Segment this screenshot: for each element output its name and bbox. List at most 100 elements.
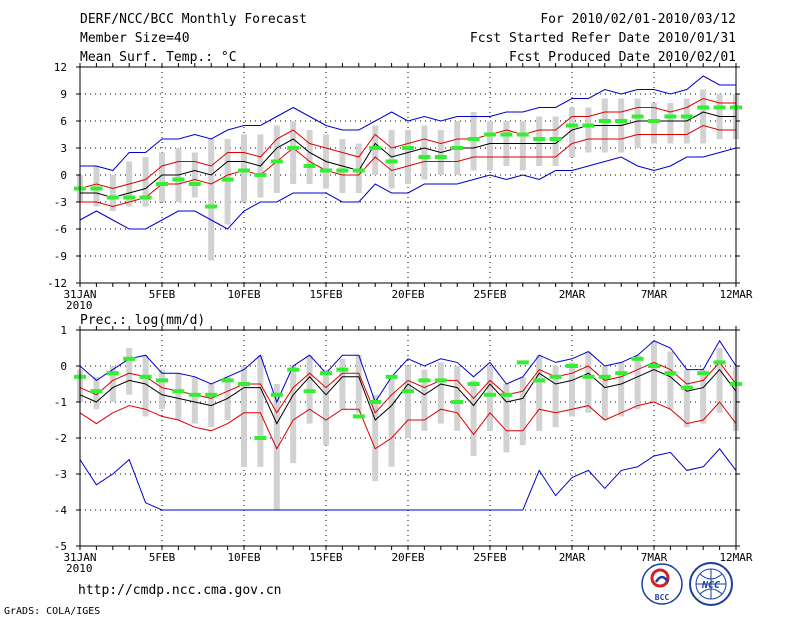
temp-range-bar — [273, 125, 280, 193]
prec-range-bar — [159, 369, 165, 410]
temp-ensemble-dash — [385, 159, 398, 164]
prec-ensemble-dash — [697, 371, 710, 376]
temp-range-bar — [487, 121, 493, 171]
temp-range-bar — [519, 121, 526, 171]
prec-ensemble-dash — [418, 378, 431, 383]
temp-ensemble-dash — [533, 137, 546, 141]
prec-ensemble-dash — [631, 356, 644, 361]
prec-ensemble-dash — [648, 364, 660, 368]
temp-ensemble-dash — [320, 168, 332, 173]
prec-range-bar — [634, 355, 641, 410]
temp-ensemble-dash — [484, 132, 496, 137]
temperature-panel: -12 -9 -6 -3 0 3 6 9 12 31JAN 5FEB 10FEB 15FEB 20FEB 2… — [47, 61, 753, 312]
prec-ensemble-dash — [123, 356, 136, 361]
prec-range-bar — [585, 351, 592, 413]
prec-range-bar — [126, 348, 133, 395]
temp-ensemble-dash — [615, 119, 628, 123]
temp-range-bar — [372, 125, 379, 175]
temp-range-bar — [290, 121, 297, 184]
prec-range-bar — [503, 384, 510, 453]
temp-range-bar — [651, 103, 657, 144]
prec-mean-line — [79, 368, 737, 425]
prec-range-bar — [290, 366, 297, 464]
temp-xtick-label: 10FEB — [227, 288, 260, 301]
temp-ytick-label: -6 — [54, 223, 67, 236]
prec-range-bar — [421, 369, 428, 431]
prec-xtick-label: 31JAN — [63, 551, 96, 564]
prec-ensemble-dash — [320, 371, 332, 376]
prec-range-bar — [142, 355, 149, 417]
temp-ensemble-dash — [566, 123, 578, 128]
prec-xtick-label: 5FEB — [149, 551, 176, 564]
prec-ensemble-dash — [336, 367, 349, 372]
temp-ensemble-dash — [697, 105, 710, 110]
prec-range-bar — [651, 340, 657, 402]
temp-ytick-label: -12 — [47, 277, 67, 290]
prec-range-bar — [716, 348, 723, 413]
prec-ensemble-dash — [484, 392, 496, 397]
prec-range-bar — [667, 351, 674, 410]
temp-ensemble-dash — [188, 182, 201, 186]
temp-ensemble-dash — [402, 146, 414, 150]
temp-ensemble-dash — [369, 146, 382, 150]
temp-ensemble-dash — [205, 204, 218, 209]
temp-range-bar — [585, 107, 592, 153]
prec-range-bar — [569, 362, 575, 417]
prec-range-bar — [405, 366, 411, 438]
temp-range-bar — [224, 139, 231, 225]
prec-ensemble-dash — [713, 360, 726, 365]
temp-range-bar — [569, 107, 575, 157]
temp-ytick-label: -9 — [54, 250, 67, 263]
temp-xtick-label: 31JAN — [63, 288, 96, 301]
temp-ensemble-dash — [287, 146, 300, 150]
prec-ensemble-dash — [238, 382, 250, 386]
prec-xtick-label: 15FEB — [309, 551, 342, 564]
prec-ensemble-dash — [533, 378, 546, 383]
prec-xtick-label: 10FEB — [227, 551, 260, 564]
prec-ensemble-dash — [500, 392, 513, 397]
prec-ensemble-dash — [549, 374, 562, 379]
footer-url[interactable]: http://cmdp.ncc.cma.gov.cn — [78, 583, 282, 598]
precipitation-panel: -5 -4 -3 -2 -1 0 1 31JAN 5FEB 10FEB 15FEB 20FEB 25FE… — [54, 324, 753, 575]
temp-range-bar — [667, 103, 674, 144]
prec-range-bar — [437, 362, 444, 424]
prec-xtick-label: 7MAR — [641, 551, 668, 564]
temp-ensemble-dash — [598, 119, 611, 123]
prec-ensemble-dash — [369, 400, 382, 404]
prec-range-bar — [487, 366, 493, 431]
prec-max-line — [79, 339, 737, 404]
prec-ytick-label: -3 — [54, 468, 67, 481]
temp-ensemble-dash — [516, 132, 529, 137]
grads-credit: GrADS: COLA/IGES — [4, 606, 100, 617]
prec-ensemble-dash — [90, 389, 103, 394]
prec-ensemble-dash — [402, 389, 414, 394]
prec-range-bar — [372, 394, 379, 482]
temp-range-bar — [355, 143, 362, 193]
prec-ytick-label: 1 — [60, 324, 67, 337]
temp-range-bar — [241, 134, 247, 202]
temp-ensemble-dash — [352, 168, 365, 173]
temp-ensemble-dash — [172, 177, 185, 182]
temp-ensemble-dash — [631, 114, 644, 119]
prec-ensemble-dash — [106, 371, 119, 376]
temp-range-bar — [421, 125, 428, 180]
header-title: DERF/NCC/BCC Monthly Forecast — [80, 12, 307, 27]
prec-ensemble-dash — [172, 389, 185, 394]
prec-range-bar — [257, 355, 264, 467]
prec-ensemble-dash — [156, 378, 168, 383]
temp-ensemble-dash — [549, 137, 562, 141]
temp-ensemble-dash — [156, 182, 168, 186]
prec-ensemble-dash — [287, 367, 300, 372]
temp-ensemble-dash — [582, 123, 595, 128]
temp-range-bar — [634, 98, 641, 148]
prec-ensemble-dash — [352, 414, 365, 419]
prec-ensemble-dash — [680, 385, 693, 390]
temp-ensemble-dash — [664, 114, 677, 119]
prec-range-bar — [388, 376, 395, 467]
prec-ensemble-dash — [303, 389, 316, 394]
prec-range-bar — [241, 366, 247, 467]
prec-xtick-label: 2MAR — [559, 551, 586, 564]
prec-range-bar — [355, 355, 362, 413]
prec-range-bar — [109, 366, 116, 402]
